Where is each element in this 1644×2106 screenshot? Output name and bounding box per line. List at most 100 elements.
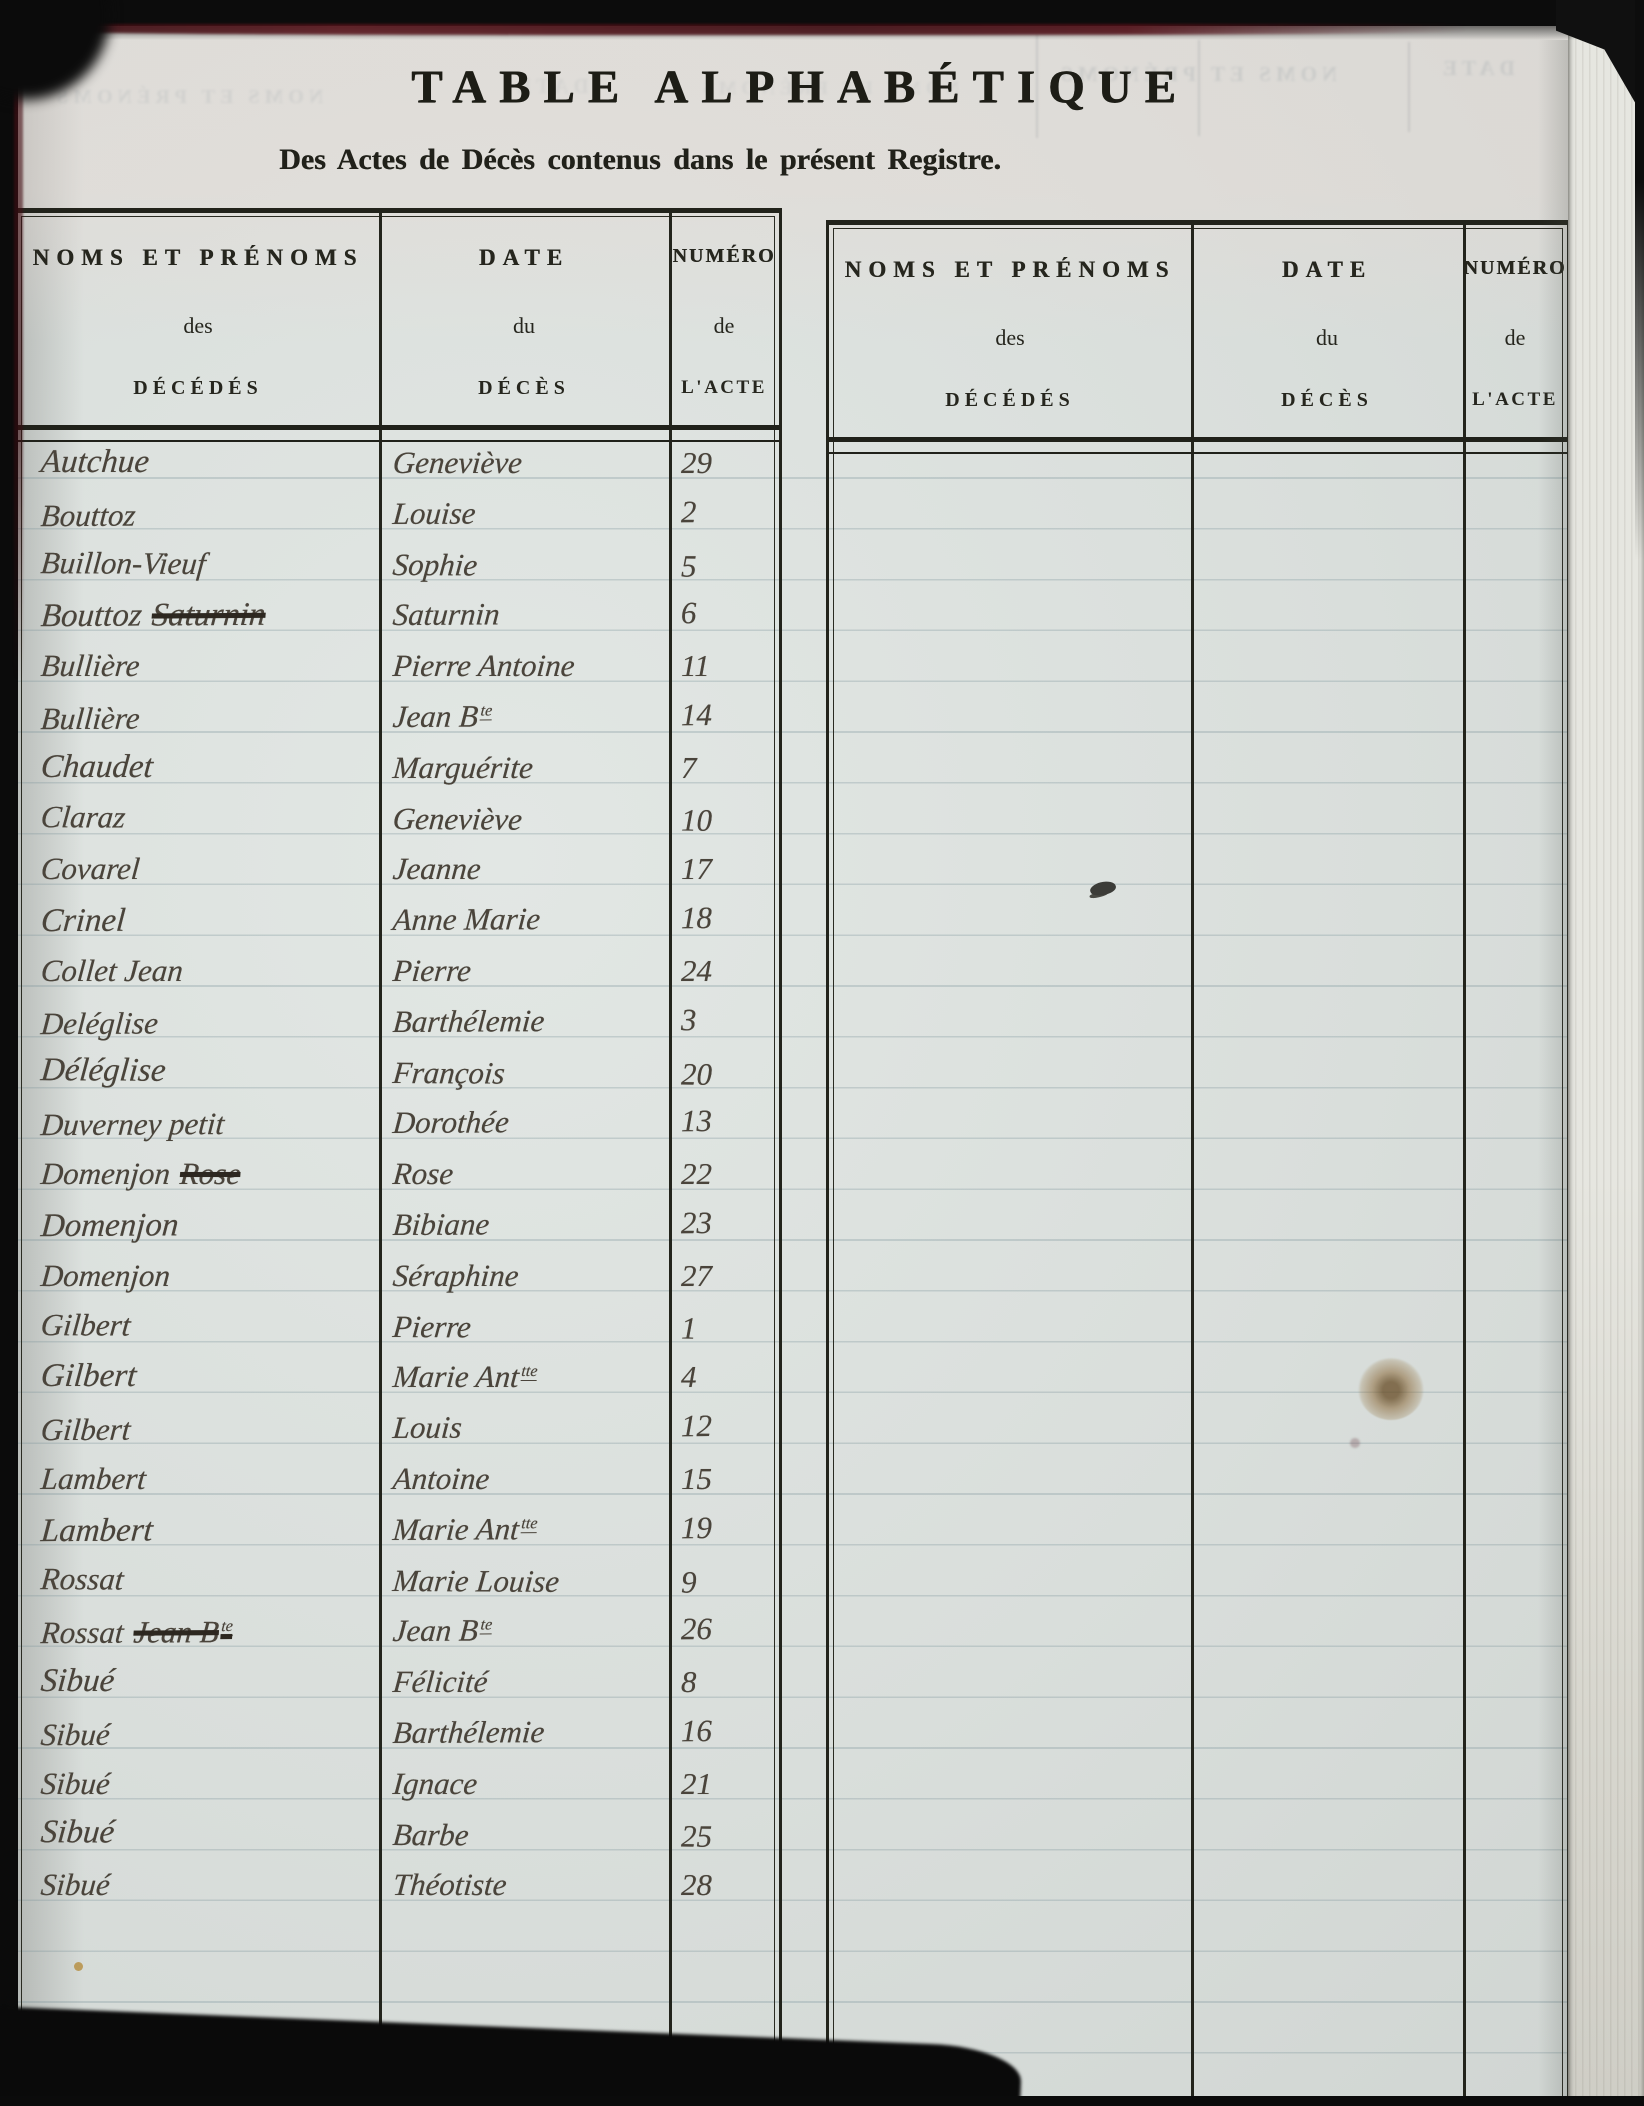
table-row: Sibué Barbe 25 (17, 1807, 779, 1862)
act-number: 2 (680, 493, 697, 530)
register-page (14, 22, 1644, 2106)
book-cover-edge-top (18, 24, 1498, 35)
first-name: Louis (391, 1409, 464, 1446)
act-number: 19 (680, 1509, 713, 1546)
act-number: 13 (680, 1103, 713, 1139)
deceased-name: Collet Jean (39, 953, 185, 988)
deceased-name: Autchue (39, 444, 151, 480)
first-name: Marie Anttte (391, 1511, 539, 1547)
column-divider (669, 213, 672, 2106)
act-number: 27 (681, 1257, 712, 1293)
first-name: Pierre Antoine (391, 648, 577, 684)
header-rule (829, 437, 1567, 454)
act-number: 11 (681, 648, 710, 684)
table-row: Bouttoz Louise 2 (17, 485, 779, 541)
deceased-name: Sibué (39, 1813, 117, 1851)
first-name: Théotiste (391, 1867, 509, 1903)
column-divider (1463, 225, 1466, 2106)
first-name: Marie Louise (391, 1562, 561, 1599)
act-number: 28 (681, 1867, 712, 1903)
act-number: 21 (681, 1765, 712, 1801)
bleedthrough-line (1198, 40, 1200, 136)
header-label: L'ACTE (681, 377, 767, 398)
act-number: 15 (681, 1461, 712, 1496)
header-label: DATE (478, 245, 570, 270)
act-number: 8 (681, 1664, 697, 1700)
deceased-name: Déléglise (39, 1051, 168, 1089)
table-row: Bullière Pierre Antoine 11 (17, 640, 779, 691)
page-crease (1538, 40, 1568, 2096)
bleedthrough-line (1408, 42, 1410, 132)
bleedthrough-line (1036, 34, 1038, 138)
table-row: Gilbert Louis 12 (17, 1400, 779, 1456)
header-label: du (1316, 325, 1338, 350)
deceased-name: Chaudet (39, 748, 155, 785)
header-label: des (183, 313, 213, 338)
first-name: Marguérite (391, 749, 535, 785)
first-name: Félicité (391, 1664, 490, 1700)
index-table-left: NOMS ET PRÉNOMS des DÉCÉDÉS DATE du DÉCÈ… (14, 208, 782, 2106)
deceased-name: Sibué (39, 1867, 112, 1903)
book-cover-edge-left (14, 40, 23, 680)
header-label: DÉCÈS (478, 377, 570, 399)
deceased-name: Gilbert (39, 1306, 133, 1343)
table-row: Domenjon Rose Rose 22 (17, 1148, 779, 1199)
table-row: Gilbert Marie Anttte 4 (17, 1351, 779, 1402)
table-row: Gilbert Pierre 1 (17, 1299, 779, 1354)
first-name: Jean Bte (391, 698, 493, 735)
header-label: NOMS ET PRÉNOMS (844, 257, 1176, 282)
index-table-right: NOMS ET PRÉNOMS des DÉCÉDÉS DATE du DÉCÈ… (826, 220, 1570, 2106)
header-label: L'ACTE (1472, 389, 1558, 410)
table-row: Collet Jean Pierre 24 (17, 945, 779, 996)
table-row: Sibué Théotiste 28 (17, 1859, 779, 1910)
deceased-name: Sibué (39, 1765, 112, 1801)
ink-stain (1358, 1358, 1424, 1420)
header-label: NUMÉRO (1463, 257, 1567, 279)
table-row: Buillon-Vieuf Sophie 5 (17, 537, 779, 592)
first-name: Pierre (391, 1308, 473, 1344)
table-row: Sibué Ignace 21 (17, 1758, 779, 1809)
deceased-name: Claraz (39, 798, 128, 835)
page-stack-edge (1568, 34, 1644, 2098)
deceased-name: Domenjon (39, 1207, 180, 1245)
struck-text: Rose (178, 1156, 242, 1192)
page-subtitle: Des Actes de Décès contenus dans le prés… (279, 143, 1001, 176)
deceased-name: Sibué (39, 1716, 112, 1753)
bleedthrough-text: NOMS ET PRÉNOMS (52, 86, 324, 108)
deceased-name: Covarel (39, 851, 142, 887)
column-divider (379, 213, 382, 2106)
table-row: Domenjon Séraphine 27 (17, 1250, 779, 1301)
act-number: 4 (681, 1359, 697, 1395)
table-row: Chaudet Marguérite 7 (17, 742, 779, 793)
deceased-name: Deléglise (39, 1005, 160, 1041)
photo-edge-left (0, 0, 18, 2106)
table-row: Sibué Félicité 8 (17, 1656, 779, 1707)
deceased-name: Bouttoz (39, 497, 138, 533)
column-divider (1191, 225, 1194, 2106)
act-number: 22 (681, 1156, 712, 1192)
table-row: Lambert Marie Anttte 19 (17, 1501, 779, 1557)
deceased-name: Domenjon Rose (39, 1156, 242, 1192)
first-name: Geneviève (391, 445, 524, 480)
table-row: Sibué Barthélemie 16 (17, 1705, 779, 1761)
first-name: Sophie (391, 546, 479, 583)
header-label: NOMS ET PRÉNOMS (32, 245, 364, 270)
deceased-name: Domenjon (39, 1257, 172, 1293)
left-table-rows: Autchue Geneviève 29 Bouttoz Louise 2 Bu… (17, 437, 779, 2106)
act-number: 6 (680, 595, 697, 631)
right-table-rows (829, 449, 1567, 2106)
deceased-name: Duverney petit (39, 1106, 226, 1143)
header-label: de (713, 313, 735, 338)
first-name: Barthélemie (391, 1714, 546, 1751)
deceased-name: Sibué (39, 1663, 116, 1700)
header-label: DÉCÉDÉS (945, 389, 1075, 411)
act-number: 14 (680, 697, 713, 733)
deceased-name: Gilbert (39, 1411, 132, 1448)
first-name: François (391, 1054, 507, 1091)
first-name: Jean Bte (391, 1612, 493, 1649)
deceased-name: Bullière (39, 700, 142, 737)
bleedthrough-text: DATE (1438, 56, 1515, 80)
act-number: 18 (680, 900, 713, 936)
table-row: Covarel Jeanne 17 (17, 843, 779, 894)
